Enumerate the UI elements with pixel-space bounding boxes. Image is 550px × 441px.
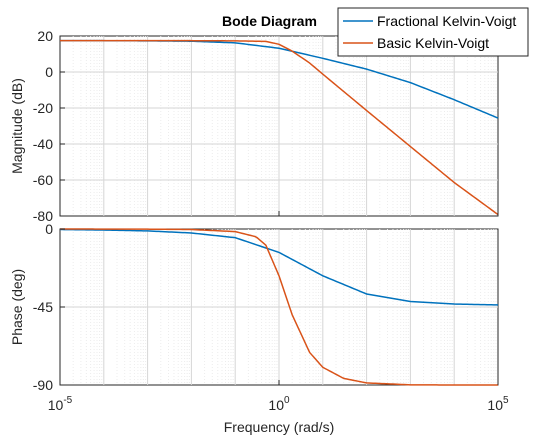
y-tick-label: -90 — [33, 377, 53, 393]
y-tick-label: 0 — [45, 64, 53, 80]
x-tick-labels: 10-5 100 105 — [48, 211, 509, 413]
series-line-basic — [60, 228, 498, 386]
legend-box — [337, 7, 529, 57]
chart-title: Bode Diagram — [222, 13, 317, 29]
x-tick-label: 10-5 — [48, 395, 73, 413]
legend: Fractional Kelvin-Voigt Basic Kelvin-Voi… — [337, 7, 529, 57]
x-axis-label: Frequency (rad/s) — [224, 419, 334, 435]
series-line-fractional — [59, 228, 499, 306]
series-line-basic — [60, 39, 499, 216]
x-tick-label: 105 — [487, 395, 509, 413]
y-tick-label: -20 — [33, 100, 53, 116]
magnitude-curves — [60, 39, 499, 216]
y-tick-label: 20 — [37, 28, 53, 44]
y-tick-label: -60 — [33, 172, 53, 188]
legend-label-fractional: Fractional Kelvin-Voigt — [377, 13, 516, 29]
y-tick-label: -80 — [33, 208, 53, 224]
phase-y-ticks: 0 -45 -90 — [33, 221, 65, 393]
y-tick-label: 0 — [45, 221, 53, 237]
y-tick-label: -45 — [33, 299, 53, 315]
magnitude-y-ticks: 20 0 -20 -40 -60 -80 — [33, 28, 65, 224]
magnitude-axis-label: Magnitude (dB) — [9, 78, 25, 174]
phase-curves — [59, 228, 499, 386]
phase-grid — [60, 229, 498, 385]
legend-label-basic: Basic Kelvin-Voigt — [377, 35, 489, 51]
y-tick-label: -40 — [33, 136, 53, 152]
magnitude-grid — [60, 36, 498, 216]
phase-axis-label: Phase (deg) — [9, 269, 25, 345]
x-tick-label: 100 — [268, 395, 290, 413]
